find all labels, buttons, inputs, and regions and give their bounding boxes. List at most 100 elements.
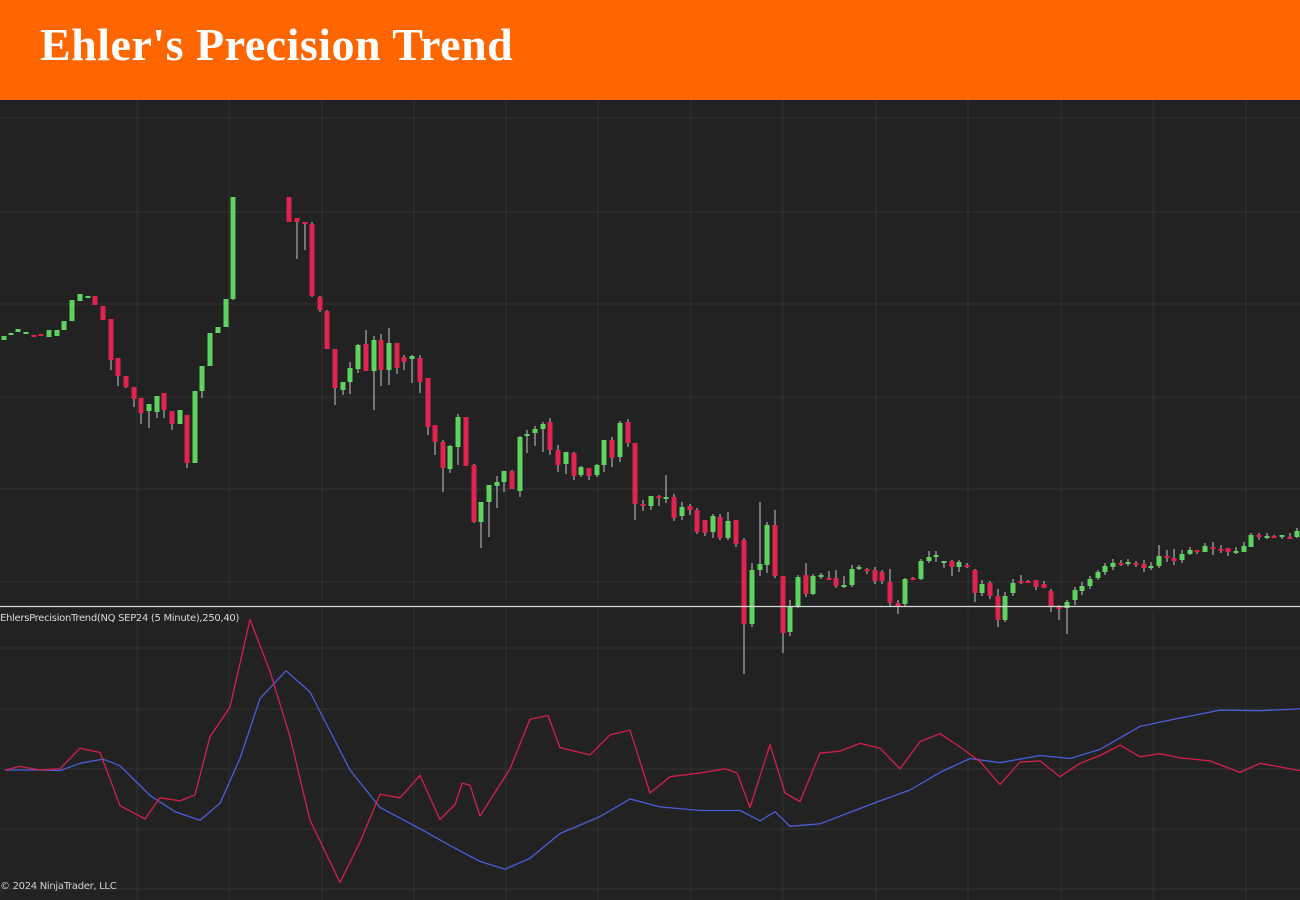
candle-body xyxy=(949,561,955,567)
candle-body xyxy=(223,299,229,327)
candle xyxy=(733,520,739,547)
candle-body xyxy=(1202,546,1208,552)
candle-body xyxy=(1118,563,1124,565)
candle-body xyxy=(1110,563,1116,567)
candle-body xyxy=(123,376,129,387)
candle-body xyxy=(1264,536,1270,538)
candle xyxy=(818,573,824,579)
candle-body xyxy=(1271,536,1277,538)
candle-body xyxy=(926,557,932,561)
candle xyxy=(394,343,400,374)
candle xyxy=(432,425,438,455)
candle-body xyxy=(77,294,83,301)
candle-body xyxy=(324,311,330,349)
candle-body xyxy=(532,429,538,433)
candle-body xyxy=(632,443,638,504)
candle xyxy=(378,334,384,386)
candle-body xyxy=(1102,566,1108,572)
candle xyxy=(532,426,538,446)
candle xyxy=(100,306,106,320)
candle-body xyxy=(38,334,44,336)
chart-grid xyxy=(0,100,1300,900)
candle xyxy=(772,510,778,578)
candle xyxy=(1056,605,1062,620)
candle xyxy=(710,514,716,538)
candle xyxy=(1025,580,1031,583)
candle xyxy=(1018,575,1024,584)
candle xyxy=(717,514,723,540)
candle xyxy=(123,376,129,388)
candle-body xyxy=(887,582,893,603)
title-banner: Ehler's Precision Trend xyxy=(0,0,1300,100)
candle xyxy=(933,551,939,562)
candle-body xyxy=(425,378,431,427)
candle xyxy=(1010,579,1016,596)
candle-body xyxy=(230,197,236,299)
candle xyxy=(69,300,75,321)
candle xyxy=(1202,543,1208,552)
candle xyxy=(478,502,484,548)
candle-body xyxy=(215,327,221,333)
candle-body xyxy=(1141,564,1147,568)
candle xyxy=(964,563,970,568)
candle xyxy=(764,522,770,573)
candle-body xyxy=(394,343,400,368)
candle xyxy=(640,500,646,511)
candle-body xyxy=(478,502,484,522)
candle-body xyxy=(795,577,801,607)
candle-body xyxy=(455,417,461,447)
candle-body xyxy=(309,224,315,296)
candle-body xyxy=(85,296,91,298)
candle xyxy=(1156,545,1162,568)
candle xyxy=(663,475,669,503)
candle xyxy=(571,452,577,480)
candle xyxy=(956,560,962,572)
candle-body xyxy=(1064,602,1070,608)
candle-body xyxy=(640,504,646,506)
candle xyxy=(856,565,862,570)
candle-body xyxy=(1072,590,1078,600)
candle xyxy=(332,349,338,405)
candle-body xyxy=(710,516,716,532)
candle xyxy=(46,330,52,337)
candle-body xyxy=(772,525,778,576)
candle xyxy=(1294,528,1300,538)
candle xyxy=(1194,550,1200,554)
candle-body xyxy=(787,607,793,632)
candle-body xyxy=(1033,580,1039,587)
candlestick-series xyxy=(1,197,1300,674)
candle xyxy=(286,197,292,222)
candle-body xyxy=(540,424,546,429)
candle-body xyxy=(918,561,924,579)
candle-body xyxy=(92,296,98,305)
candle xyxy=(972,569,978,602)
candle xyxy=(833,570,839,588)
candle xyxy=(795,575,801,608)
candle xyxy=(386,328,392,385)
candle-body xyxy=(826,578,832,580)
candle-body xyxy=(161,393,167,410)
candle xyxy=(632,443,638,520)
candle xyxy=(501,471,507,492)
candle-body xyxy=(401,357,407,362)
candle-body xyxy=(879,572,885,581)
candle-body xyxy=(1148,566,1154,568)
candle-body xyxy=(1287,537,1293,539)
candle xyxy=(363,330,369,371)
candle xyxy=(949,560,955,576)
candle xyxy=(108,319,114,370)
candle-body xyxy=(856,567,862,569)
candle-body xyxy=(1025,581,1031,583)
candle xyxy=(1148,562,1154,570)
candle xyxy=(995,589,1001,627)
candle-body xyxy=(818,575,824,577)
candle xyxy=(887,569,893,606)
candle xyxy=(941,561,947,568)
candle xyxy=(146,404,152,428)
candle xyxy=(8,333,14,335)
candle-body xyxy=(177,410,183,424)
candle-body xyxy=(494,482,500,486)
candle xyxy=(601,440,607,472)
candle-body xyxy=(872,570,878,581)
